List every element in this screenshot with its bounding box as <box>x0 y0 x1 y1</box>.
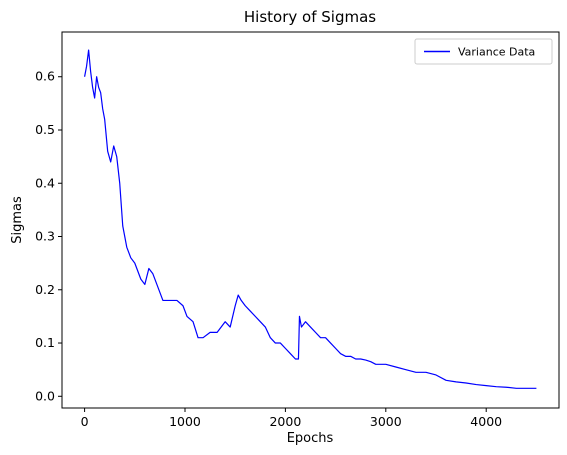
y-axis-label: Sigmas <box>10 196 25 244</box>
chart-title: History of Sigmas <box>244 8 376 26</box>
x-tick-label: 0 <box>81 414 89 429</box>
x-axis-ticks: 0 1000 2000 3000 4000 <box>81 408 502 429</box>
series-line-variance-data <box>84 49 537 389</box>
y-tick-label: 0.0 <box>35 388 55 403</box>
y-tick-label: 0.4 <box>35 175 55 190</box>
y-tick-label: 0.2 <box>35 282 55 297</box>
y-axis-ticks: 0.0 0.1 0.2 0.3 0.4 0.5 0.6 <box>35 69 62 403</box>
legend-label-variance-data: Variance Data <box>458 46 535 59</box>
y-tick-label: 0.1 <box>35 335 55 350</box>
x-tick-label: 1000 <box>169 414 201 429</box>
plot-area <box>61 31 560 409</box>
y-tick-label: 0.3 <box>35 229 55 244</box>
x-tick-label: 3000 <box>370 414 402 429</box>
y-tick-label: 0.6 <box>35 69 55 84</box>
x-tick-label: 2000 <box>269 414 301 429</box>
plot-frame <box>61 31 560 409</box>
y-tick-label: 0.5 <box>35 122 55 137</box>
legend-box <box>414 38 553 65</box>
x-tick-label: 4000 <box>470 414 502 429</box>
x-axis-label: Epochs <box>287 431 334 446</box>
legend: Variance Data <box>414 38 553 65</box>
